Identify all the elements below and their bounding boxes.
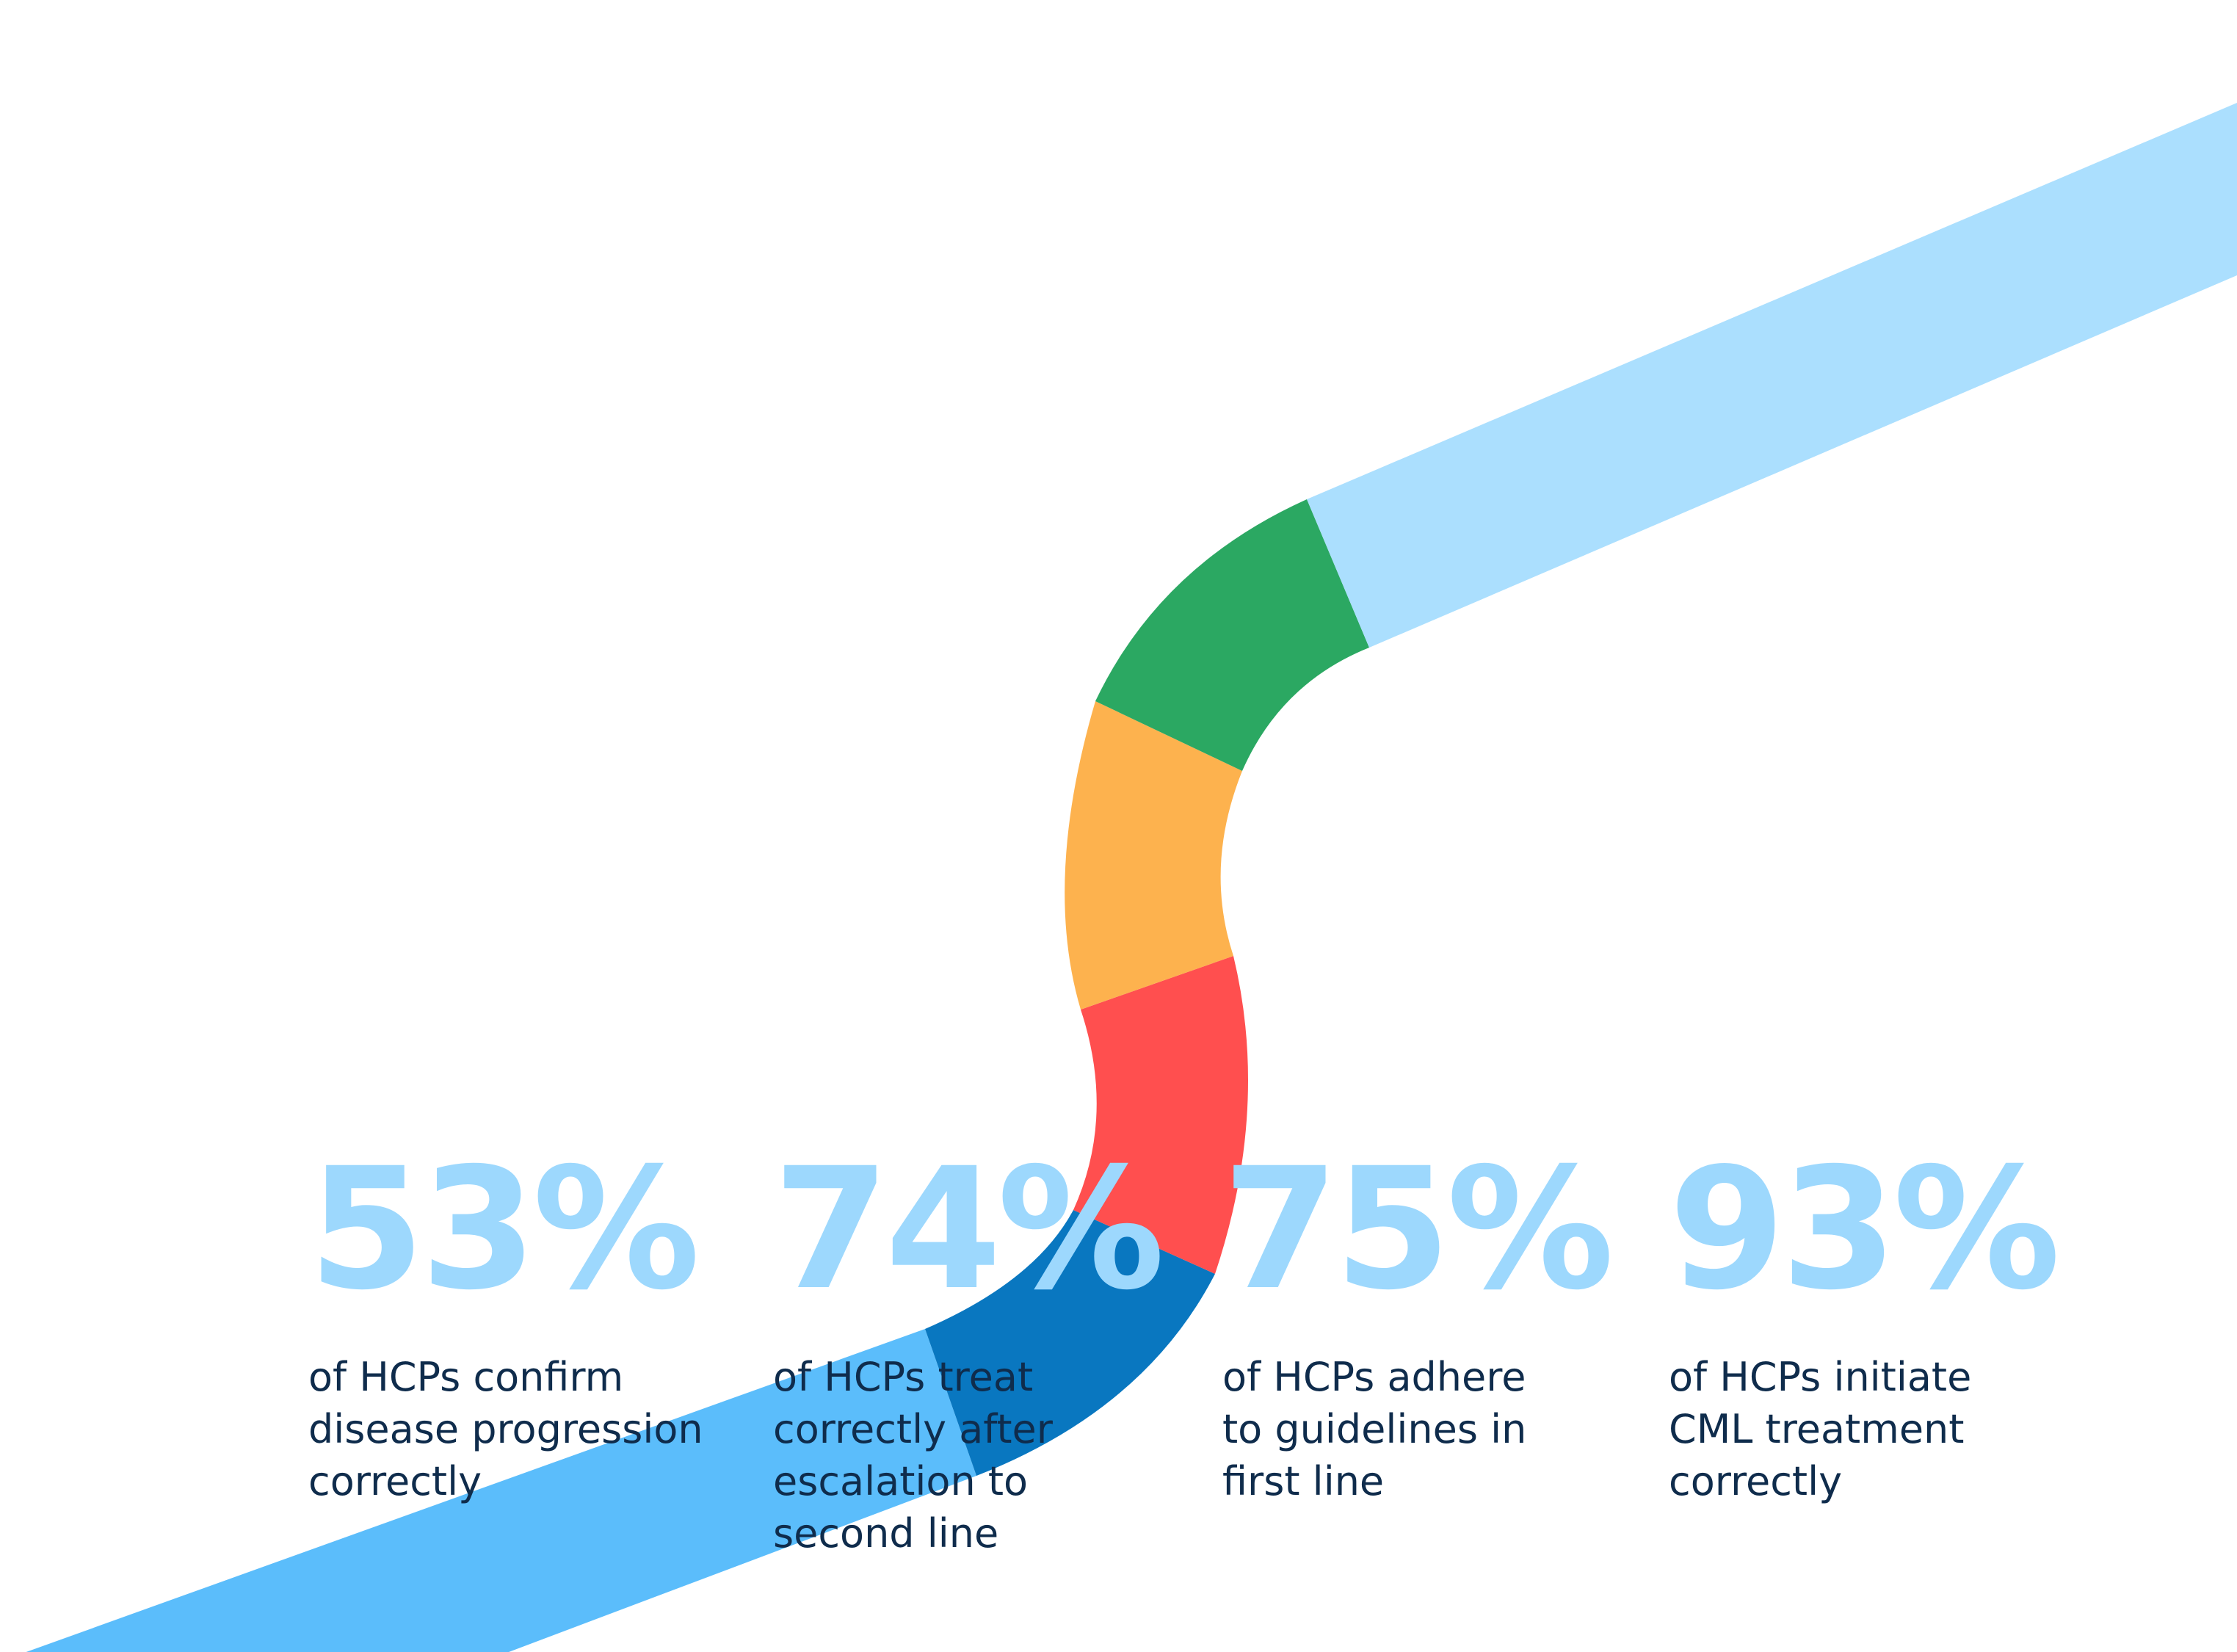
stat-description: of HCPs adhere to guidelines in first li… <box>1222 1351 1678 1507</box>
stat-description-line: disease progression <box>308 1406 703 1452</box>
path-segment-orange <box>1065 701 1242 1010</box>
stat-description: of HCPs confirm disease progression corr… <box>308 1351 764 1507</box>
path-segment-red <box>1073 956 1248 1274</box>
stat-2: 74% of HCPs treat correctly after escala… <box>773 1145 1228 1559</box>
path-segment-green <box>1095 499 1369 771</box>
stat-description-line: of HCPs confirm <box>308 1354 624 1400</box>
stat-description-line: of HCPs initiate <box>1669 1354 1972 1400</box>
path-segment-blue <box>925 1210 1215 1476</box>
stat-percentage: 74% <box>773 1131 1165 1327</box>
stat-percentage: 93% <box>1669 1131 2061 1327</box>
stat-description-line: correctly <box>1669 1458 1843 1504</box>
stat-description-line: to guidelines in <box>1222 1406 1527 1452</box>
path-segment-end <box>1307 103 2237 648</box>
stat-1: 53% of HCPs confirm disease progression … <box>308 1145 764 1507</box>
stat-description-line: escalation to <box>773 1458 1029 1504</box>
path-segment-start <box>26 1329 976 1652</box>
stat-4: 93% of HCPs initiate CML treatment corre… <box>1669 1145 2124 1507</box>
stat-percentage: 53% <box>308 1131 700 1327</box>
stat-description-line: first line <box>1222 1458 1385 1504</box>
stat-percentage: 75% <box>1222 1131 1614 1327</box>
stat-description-line: second line <box>773 1510 999 1557</box>
stat-description-line: correctly <box>308 1458 482 1504</box>
stat-description: of HCPs treat correctly after escalation… <box>773 1351 1228 1559</box>
stat-description-line: of HCPs treat <box>773 1354 1034 1400</box>
stat-description-line: CML treatment <box>1669 1406 1965 1452</box>
stat-3: 75% of HCPs adhere to guidelines in firs… <box>1222 1145 1678 1507</box>
stat-description-line: of HCPs adhere <box>1222 1354 1526 1400</box>
stat-description-line: correctly after <box>773 1406 1053 1452</box>
stat-description: of HCPs initiate CML treatment correctly <box>1669 1351 2124 1507</box>
